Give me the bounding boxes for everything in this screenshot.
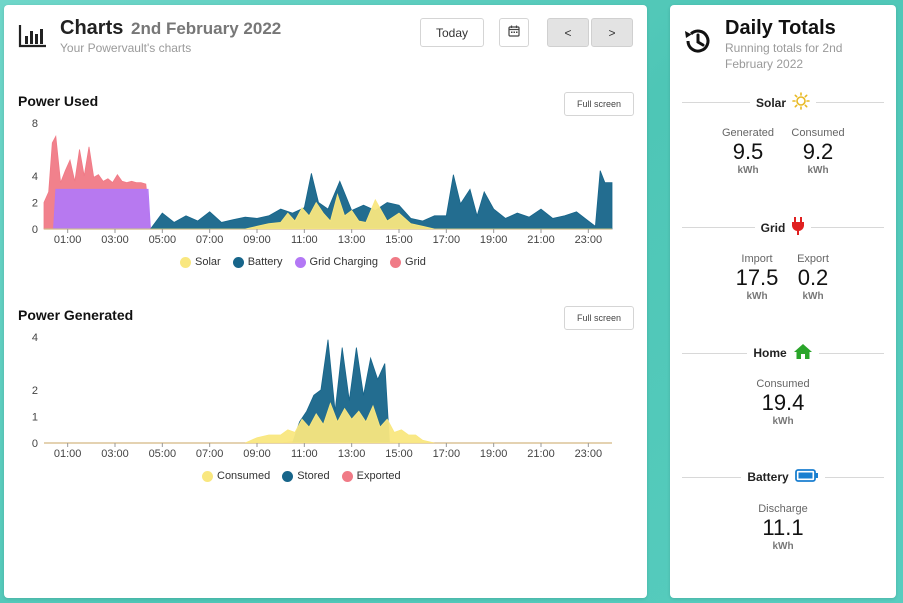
power-used-y-tick: 0 — [32, 224, 38, 236]
power-used-series-solar — [44, 193, 612, 230]
power-generated-legend: Consumed Stored Exported — [202, 470, 401, 482]
power-used-fullscreen-button[interactable]: Full screen — [564, 92, 634, 116]
power-generated-y-tick: 0 — [32, 438, 38, 450]
power-generated-y-tick: 2 — [32, 385, 38, 397]
power-used-chart: 0 2 4 8 01:00 03:00 05:00 07:00 09:00 11:00 13:00 1… — [32, 118, 613, 246]
power-used-x-tick: 03:00 — [101, 234, 129, 246]
solar-generated-stat: Generated 9.5 kWh — [715, 127, 781, 176]
battery-section-header: Battery — [682, 469, 885, 485]
power-used-x-tick: 13:00 — [338, 234, 366, 246]
home-icon — [793, 343, 813, 363]
power-generated-x-tick: 17:00 — [433, 448, 461, 460]
power-used-y-tick: 4 — [32, 171, 38, 183]
power-used-series-battery — [44, 170, 613, 230]
grid-charging-swatch — [294, 256, 306, 268]
legend-consumed: Consumed — [202, 470, 270, 482]
power-generated-fullscreen-button[interactable]: Full screen — [564, 306, 634, 330]
power-used-x-tick: 07:00 — [196, 234, 224, 246]
daily-totals-subtitle: Running totals for 2nd February 2022 — [725, 41, 843, 71]
home-consumed-stat: Consumed 19.4 kWh — [750, 378, 816, 427]
grid-export-value: 0.2 — [797, 265, 829, 290]
power-used-x-tick: 11:00 — [291, 234, 318, 246]
battery-icon — [794, 469, 819, 485]
solar-consumed-value: 9.2 — [802, 139, 834, 164]
solar-section-header: Solar — [682, 92, 885, 113]
today-button[interactable]: Today — [420, 18, 484, 47]
legend-battery: Battery — [232, 256, 283, 268]
exported-swatch — [341, 470, 353, 482]
solar-consumed-stat: Consumed 9.2 kWh — [785, 127, 851, 176]
calendar-button[interactable] — [499, 18, 529, 47]
bar-chart-icon — [18, 23, 48, 54]
battery-heading: Battery — [747, 470, 789, 484]
previous-day-button[interactable]: < — [547, 18, 589, 47]
consumed-swatch — [202, 470, 213, 482]
battery-discharge-stat: Discharge 11.1 kWh — [750, 503, 816, 552]
legend-grid: Grid — [390, 256, 426, 268]
power-generated-x-tick: 07:00 — [196, 448, 224, 460]
power-used-x-tick: 09:00 — [243, 234, 271, 246]
grid-swatch — [390, 256, 402, 268]
sun-icon — [792, 92, 810, 113]
calendar-icon — [508, 25, 520, 40]
solar-swatch — [180, 256, 191, 268]
legend-stored: Stored — [282, 470, 330, 482]
power-used-y-tick: 8 — [32, 118, 38, 130]
power-generated-series-stored — [44, 339, 612, 444]
power-generated-x-tick: 13:00 — [338, 448, 366, 460]
power-generated-x-tick: 09:00 — [243, 448, 271, 460]
plug-icon — [791, 217, 805, 238]
page-title: Charts — [60, 17, 124, 39]
stored-swatch — [282, 470, 294, 482]
battery-swatch — [232, 256, 244, 268]
home-consumed-value: 19.4 — [761, 390, 805, 415]
grid-import-stat: Import 17.5 kWh — [724, 253, 790, 302]
power-used-x-tick: 23:00 — [575, 234, 603, 246]
battery-discharge-value: 11.1 — [762, 515, 804, 540]
power-generated-x-tick: 11:00 — [291, 448, 318, 460]
power-generated-x-tick: 03:00 — [101, 448, 129, 460]
page-subtitle: Your Powervault's charts — [60, 41, 192, 55]
grid-export-stat: Export 0.2 kWh — [780, 253, 846, 302]
home-heading: Home — [753, 346, 787, 360]
power-used-title: Power Used — [18, 93, 99, 109]
power-generated-x-tick: 23:00 — [575, 448, 603, 460]
power-used-x-tick: 17:00 — [433, 234, 461, 246]
history-icon — [682, 25, 714, 62]
home-section-header: Home — [682, 343, 884, 363]
daily-totals-panel: Daily Totals Running totals for 2nd Febr… — [670, 5, 896, 598]
power-generated-chart: 0 1 2 4 01:00 03:00 05:00 07:00 09:00 11:00 13:00 1… — [32, 332, 612, 460]
power-used-y-tick: 2 — [32, 198, 38, 210]
solar-heading: Solar — [756, 95, 787, 110]
power-generated-x-tick: 21:00 — [527, 448, 555, 460]
grid-section-header: Grid — [682, 217, 885, 238]
power-generated-x-tick: 19:00 — [480, 448, 508, 460]
power-generated-x-tick: 01:00 — [54, 448, 82, 460]
power-generated-x-tick: 05:00 — [149, 448, 177, 460]
legend-exported: Exported — [341, 470, 401, 482]
legend-grid-charging: Grid Charging — [294, 256, 378, 268]
legend-solar: Solar — [180, 256, 221, 268]
power-used-x-tick: 19:00 — [480, 234, 508, 246]
charts-panel: Charts 2nd February 2022 Your Powervault… — [4, 5, 647, 598]
power-used-legend: Solar Battery Grid Charging Grid — [180, 256, 426, 268]
grid-import-value: 17.5 — [735, 265, 779, 290]
power-used-x-tick: 21:00 — [527, 234, 555, 246]
solar-generated-value: 9.5 — [732, 139, 764, 164]
next-day-button[interactable]: > — [591, 18, 633, 47]
power-generated-x-tick: 15:00 — [385, 448, 413, 460]
power-generated-series-consumed — [44, 402, 612, 444]
power-generated-title: Power Generated — [18, 307, 134, 323]
power-used-x-tick: 01:00 — [54, 234, 82, 246]
power-generated-y-tick: 4 — [32, 332, 38, 344]
power-used-x-tick: 15:00 — [385, 234, 413, 246]
current-date: 2nd February 2022 — [131, 19, 282, 38]
power-used-x-tick: 05:00 — [149, 234, 177, 246]
daily-totals-title: Daily Totals — [725, 17, 836, 39]
grid-heading: Grid — [760, 220, 786, 235]
power-generated-y-tick: 1 — [32, 412, 38, 424]
